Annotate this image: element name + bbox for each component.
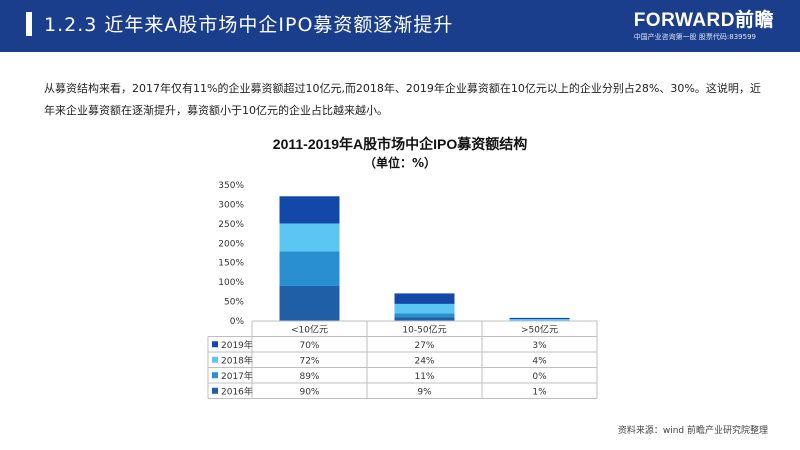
x-tick-label: >50亿元 <box>521 323 558 335</box>
brand-subtitle: 中国产业咨询第一股 股票代码:839599 <box>633 33 756 41</box>
legend-swatch <box>212 356 218 363</box>
bar-segment <box>394 317 455 321</box>
bar-segment <box>509 317 570 320</box>
data-label: 1% <box>532 387 547 397</box>
chart-title: 2011-2019年A股市场中企IPO募资额结构 <box>272 136 528 152</box>
data-label: 90% <box>299 387 319 397</box>
bar-segment <box>394 293 455 304</box>
bar-segment <box>279 251 340 287</box>
chart-subtitle: （单位：%） <box>363 156 437 170</box>
source-note: 资料来源：wind 前瞻产业研究院整理 <box>617 426 768 436</box>
brand-logo: FORWARD前瞻 中国产业咨询第一股 股票代码:839599 <box>634 11 774 43</box>
y-tick-label: 50% <box>224 298 244 308</box>
data-label: 11% <box>414 372 434 382</box>
bar-segment <box>279 286 340 321</box>
data-label: 72% <box>299 356 319 366</box>
legend-label: 2018年 <box>221 354 253 366</box>
y-tick-label: 350% <box>218 181 244 191</box>
y-tick-label: 300% <box>218 200 244 210</box>
x-tick-label: 10-50亿元 <box>402 323 446 335</box>
x-tick-label: <10亿元 <box>291 323 328 335</box>
data-label: 89% <box>299 372 319 382</box>
legend-label: 2017年 <box>221 370 253 382</box>
bar-segment <box>394 303 455 314</box>
header-bar: 1.2.3 近年来A股市场中企IPO募资额逐渐提升 FORWARD前瞻 中国产业… <box>0 0 800 52</box>
data-label: 0% <box>532 372 547 382</box>
header-marker <box>26 12 32 36</box>
brand-name: FORWARD前瞻 <box>633 10 774 31</box>
legend-label: 2016年 <box>221 385 253 397</box>
legend-swatch <box>212 387 218 394</box>
bar-segment <box>279 223 340 252</box>
data-label: 4% <box>532 356 547 366</box>
y-tick-label: 100% <box>218 278 244 288</box>
data-label: 9% <box>417 387 432 397</box>
data-label: 24% <box>414 356 434 366</box>
data-label: 70% <box>299 341 319 351</box>
y-tick-label: 200% <box>218 239 244 249</box>
bar-segment <box>279 196 340 224</box>
y-tick-label: 250% <box>218 220 244 230</box>
legend-swatch <box>212 341 218 348</box>
data-label: 3% <box>532 341 547 351</box>
legend-swatch <box>212 372 218 379</box>
page-title: 1.2.3 近年来A股市场中企IPO募资额逐渐提升 <box>44 14 454 36</box>
legend-label: 2019年 <box>221 339 253 351</box>
y-tick-label: 0% <box>230 317 245 327</box>
intro-paragraph: 从募资结构来看，2017年仅有11%的企业募资额超过10亿元,而2018年、20… <box>44 82 761 117</box>
bar-segment <box>394 313 455 318</box>
bar-segment <box>509 319 570 321</box>
y-tick-label: 150% <box>218 259 244 269</box>
data-label: 27% <box>414 341 434 351</box>
